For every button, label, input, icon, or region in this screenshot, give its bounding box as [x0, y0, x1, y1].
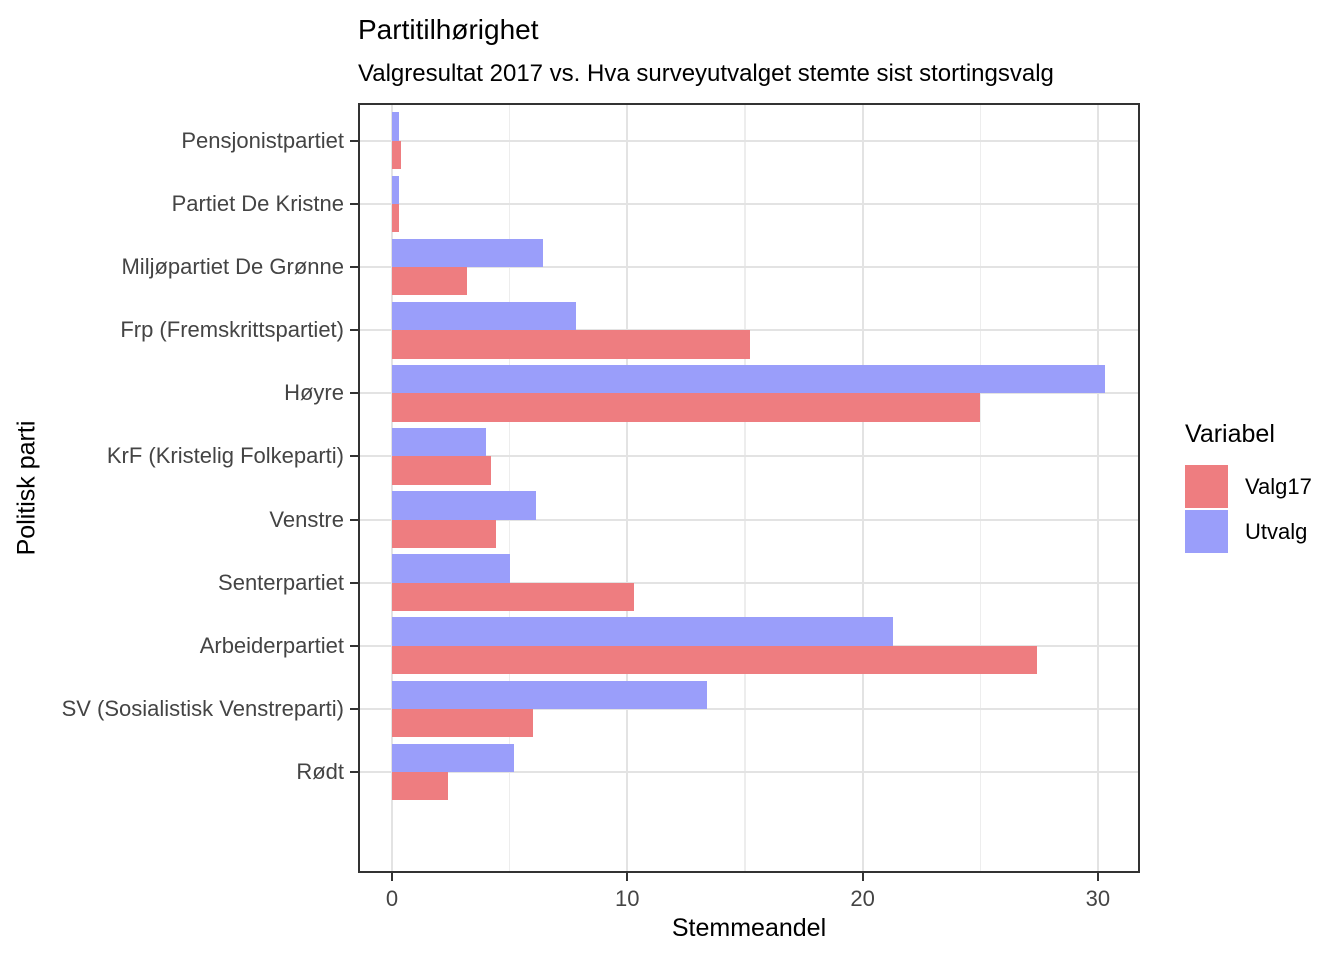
bar-utvalg	[392, 680, 708, 709]
gridline-major-horizontal	[358, 518, 1140, 521]
legend-label: Valg17	[1245, 473, 1312, 499]
x-tick-mark	[1096, 873, 1099, 881]
y-tick-mark	[350, 771, 358, 774]
y-tick-mark	[350, 329, 358, 332]
y-tick-label: Miljøpartiet De Grønne	[121, 254, 344, 280]
x-tick-label: 10	[615, 886, 640, 911]
bar-valg17	[392, 772, 449, 801]
bar-utvalg	[392, 617, 894, 646]
bar-utvalg	[392, 428, 487, 457]
x-axis-title: Stemmeandel	[671, 914, 827, 942]
gridline-minor-vertical	[508, 103, 511, 873]
gridline-major-horizontal	[358, 455, 1140, 458]
y-tick-label: Arbeiderpartiet	[199, 632, 344, 658]
bar-valg17	[392, 393, 981, 422]
x-tick-label: 0	[385, 886, 399, 911]
y-tick-label: Venstre	[269, 506, 344, 532]
legend-items: Valg17 Utvalg	[1185, 465, 1312, 553]
y-tick-label: Pensjonistpartiet	[181, 127, 344, 153]
bar-valg17	[392, 582, 635, 612]
legend-item-valg17: Valg17	[1185, 465, 1312, 508]
legend-label: Utvalg	[1245, 518, 1308, 544]
x-tick-mark	[861, 873, 864, 881]
bar-valg17	[392, 645, 1037, 675]
chart-subtitle: Valgresultat 2017 vs. Hva surveyutvalget…	[358, 60, 1054, 87]
y-tick-label: SV (Sosialistisk Venstreparti)	[61, 695, 344, 721]
y-tick-mark	[350, 644, 358, 647]
bar-utvalg	[392, 743, 515, 772]
y-tick-mark	[350, 581, 358, 584]
gridline-major-horizontal	[358, 707, 1140, 710]
gridline-major-vertical	[626, 103, 629, 873]
y-tick-mark	[350, 202, 358, 205]
y-tick-mark	[350, 518, 358, 521]
gridline-minor-vertical	[979, 103, 981, 873]
bar-valg17	[392, 456, 491, 485]
legend-item-utvalg: Utvalg	[1185, 510, 1312, 553]
x-tick-mark	[626, 873, 629, 881]
legend: Variabel Valg17 Utvalg	[1185, 420, 1312, 555]
y-tick-label: Partiet De Kristne	[171, 190, 344, 216]
bar-utvalg	[392, 301, 576, 331]
gridline-major-vertical	[861, 103, 864, 873]
gridline-major-horizontal	[358, 771, 1140, 774]
bar-utvalg	[392, 175, 400, 204]
y-tick-mark	[350, 455, 358, 458]
bar-utvalg	[392, 238, 543, 268]
y-tick-label: KrF (Kristelig Folkeparti)	[106, 443, 344, 469]
bar-utvalg	[392, 554, 510, 583]
bar-valg17	[392, 708, 534, 738]
y-tick-label: Frp (Fremskrittspartiet)	[120, 317, 344, 343]
gridline-major-horizontal	[358, 266, 1140, 269]
chart-title: Partitilhørighet	[358, 14, 539, 45]
plot-panel	[358, 103, 1140, 873]
bar-utvalg	[392, 112, 400, 141]
bar-valg17	[392, 203, 400, 233]
bar-utvalg	[392, 364, 1105, 394]
bar-utvalg	[392, 491, 536, 520]
y-tick-mark	[350, 139, 358, 142]
bar-valg17	[392, 330, 750, 359]
x-tick-label: 20	[850, 886, 875, 911]
gridline-major-horizontal	[358, 139, 1140, 142]
legend-swatch-utvalg	[1185, 510, 1228, 553]
y-tick-label: Senterpartiet	[218, 569, 344, 595]
y-tick-mark	[350, 266, 358, 269]
gridline-minor-vertical	[744, 103, 746, 873]
gridline-major-vertical	[1096, 103, 1099, 873]
legend-title: Variabel	[1185, 420, 1275, 448]
legend-swatch-valg17	[1185, 465, 1228, 508]
y-tick-label: Høyre	[284, 380, 344, 406]
gridline-major-vertical	[391, 103, 393, 873]
gridline-major-horizontal	[358, 581, 1140, 584]
y-tick-mark	[350, 392, 358, 395]
bar-valg17	[392, 519, 496, 548]
gridline-major-horizontal	[358, 202, 1140, 205]
bar-valg17	[392, 267, 468, 296]
x-tick-label: 30	[1085, 886, 1111, 911]
y-tick-mark	[350, 707, 358, 710]
y-tick-label: Rødt	[296, 759, 344, 785]
bar-valg17	[392, 140, 402, 170]
y-axis-title: Politisk parti	[12, 420, 41, 556]
x-tick-mark	[391, 873, 393, 881]
